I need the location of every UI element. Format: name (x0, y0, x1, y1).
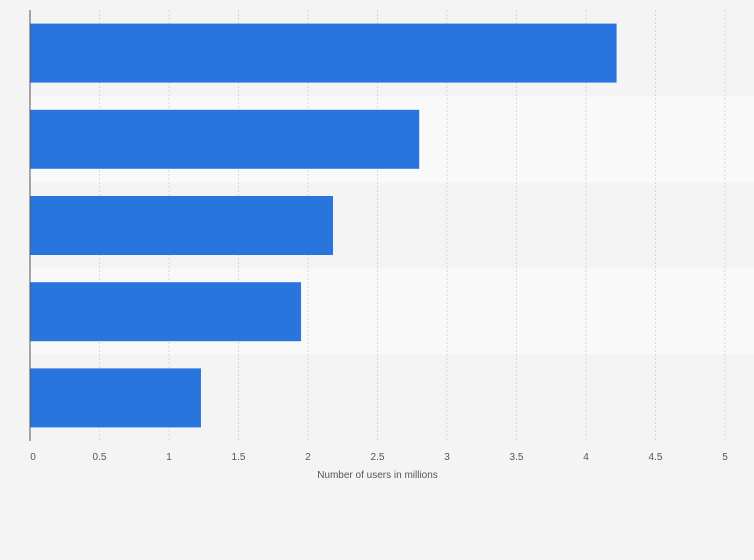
x-tick-label: 2.5 (371, 452, 385, 463)
x-axis-title: Number of users in millions (317, 470, 438, 481)
bar (30, 282, 302, 342)
bars (30, 23, 617, 428)
x-tick-label: 1 (166, 452, 172, 463)
x-axis-ticks: 0 0.5 1 1.5 2 2.5 3 3.5 4 4.5 5 (30, 452, 728, 463)
x-tick-label: 1.5 (232, 452, 246, 463)
x-tick-label: 3 (444, 452, 450, 463)
x-tick-label: 4 (583, 452, 589, 463)
bar (30, 109, 420, 169)
bar (30, 23, 617, 83)
bar (30, 368, 201, 428)
x-tick-label: 0 (30, 452, 36, 463)
x-tick-label: 2 (305, 452, 311, 463)
bar (30, 196, 334, 255)
x-tick-label: 4.5 (649, 452, 663, 463)
x-tick-label: 0.5 (93, 452, 107, 463)
x-tick-label: 5 (722, 452, 728, 463)
x-tick-label: 3.5 (510, 452, 524, 463)
